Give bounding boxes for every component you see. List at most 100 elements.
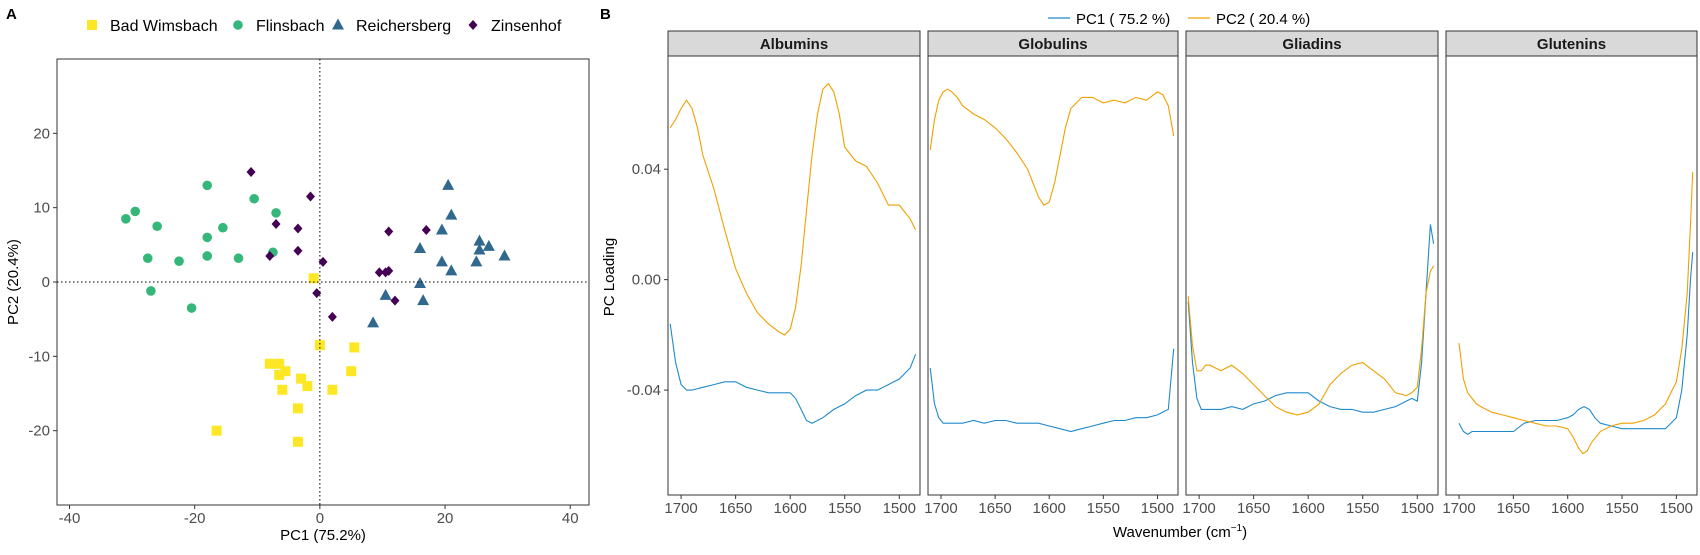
facet-strip-glutenins xyxy=(1445,30,1698,57)
facet-panel-globulins xyxy=(927,55,1179,496)
point-bad-wimsbach xyxy=(211,425,222,436)
line-pc2-albumins xyxy=(669,82,917,336)
point-flinsbach xyxy=(130,206,141,217)
x-tick-label: 1500 xyxy=(1660,500,1693,517)
point-bad-wimsbach xyxy=(308,273,319,284)
point-flinsbach xyxy=(233,253,244,264)
x-tick-label: 1500 xyxy=(1141,500,1174,517)
point-bad-wimsbach xyxy=(346,366,357,377)
loading-y-label: PC Loading xyxy=(601,238,618,316)
point-reichersberg xyxy=(435,223,448,235)
point-reichersberg xyxy=(445,208,458,220)
point-reichersberg xyxy=(482,239,495,251)
panel-a-letter: A xyxy=(6,6,17,23)
point-bad-wimsbach xyxy=(327,384,338,395)
point-zinsenhof xyxy=(327,311,337,322)
x-tick-label: 1600 xyxy=(1291,500,1324,517)
x-tick-label: 1600 xyxy=(773,500,806,517)
point-flinsbach xyxy=(142,253,153,264)
x-tick-label: 1700 xyxy=(924,500,957,517)
legend-marker-reichersberg xyxy=(332,18,344,30)
point-flinsbach xyxy=(146,286,156,296)
point-reichersberg xyxy=(379,288,392,300)
legend-marker-flinsbach xyxy=(233,20,243,30)
point-bad-wimsbach xyxy=(274,369,285,380)
x-tick-label: 1550 xyxy=(1605,500,1638,517)
point-zinsenhof xyxy=(293,245,303,256)
point-bad-wimsbach xyxy=(280,366,291,377)
y-tick-label: 0.04 xyxy=(632,161,661,178)
point-reichersberg xyxy=(473,234,486,246)
point-flinsbach xyxy=(271,208,281,218)
y-tick-label: 0 xyxy=(42,274,50,291)
loading-x-label-close: ) xyxy=(1242,524,1247,541)
x-tick-label: 1500 xyxy=(1401,500,1434,517)
facet-albumins: Albumins 1700 1650 1600 1550 1500 xyxy=(664,30,921,517)
line-pc2-glutenins xyxy=(1458,171,1694,455)
x-tick-label: 20 xyxy=(437,510,454,527)
legend-label-flinsbach: Flinsbach xyxy=(256,18,324,35)
point-zinsenhof xyxy=(421,224,431,235)
point-flinsbach xyxy=(121,214,131,224)
facet-title-glutenins: Glutenins xyxy=(1537,36,1606,53)
loading-x-label-exp: −1 xyxy=(1231,523,1243,534)
panel-b: B PC1 ( 75.2 %) PC2 ( 20.4 %) Albumins 170… xyxy=(600,6,1698,541)
point-flinsbach xyxy=(202,180,213,191)
y-tick-label: 10 xyxy=(33,200,50,217)
point-bad-wimsbach xyxy=(264,358,275,369)
point-zinsenhof xyxy=(265,250,275,261)
x-tick-label: 1650 xyxy=(978,500,1011,517)
x-tick-label: 1650 xyxy=(719,500,752,517)
x-tick-label: 1700 xyxy=(1182,500,1215,517)
scatter-y-label: PC2 (20.4%) xyxy=(5,239,22,325)
y-tick-label: 0.00 xyxy=(632,272,661,289)
point-zinsenhof xyxy=(305,191,315,202)
x-tick-label: 1650 xyxy=(1497,500,1530,517)
x-tick-label: 1600 xyxy=(1033,500,1066,517)
scatter-x-label: PC1 (75.2%) xyxy=(280,527,366,544)
point-reichersberg xyxy=(414,276,427,288)
point-zinsenhof xyxy=(246,166,256,177)
facet-gliadins: Gliadins 1700 1650 1600 1550 1500 xyxy=(1182,30,1439,517)
x-tick-label: 0 xyxy=(316,510,324,527)
point-flinsbach xyxy=(186,303,197,313)
point-bad-wimsbach xyxy=(274,358,285,369)
facet-panel-gliadins xyxy=(1185,55,1439,496)
loading-x-label: Wavenumber (cm−1) xyxy=(1113,523,1247,541)
point-zinsenhof xyxy=(384,226,394,237)
legend-b: PC1 ( 75.2 %) PC2 ( 20.4 %) xyxy=(1048,11,1310,28)
legend-marker-zinsenhof xyxy=(468,20,478,30)
point-reichersberg xyxy=(470,255,483,267)
facet-strip-albumins xyxy=(667,30,921,57)
panel-a: A Bad Wimsbach Flinsbach Reichersberg Zinse… xyxy=(5,6,590,544)
x-tick-label: 1550 xyxy=(1346,500,1379,517)
point-zinsenhof xyxy=(271,219,281,230)
line-pc2-globulins xyxy=(929,88,1175,206)
point-zinsenhof xyxy=(374,267,384,278)
point-flinsbach xyxy=(202,232,213,243)
point-zinsenhof xyxy=(384,265,394,276)
facet-panel-albumins xyxy=(667,55,921,496)
line-pc1-albumins xyxy=(669,323,917,424)
point-bad-wimsbach xyxy=(296,373,307,384)
facet-panel-glutenins xyxy=(1445,55,1698,496)
point-reichersberg xyxy=(498,249,511,261)
point-flinsbach xyxy=(218,222,228,233)
point-zinsenhof xyxy=(318,256,328,267)
point-zinsenhof xyxy=(293,223,303,234)
x-tick-label: 1700 xyxy=(664,500,697,517)
y-tick-label: -20 xyxy=(28,423,50,440)
point-bad-wimsbach xyxy=(292,436,303,447)
x-tick-label: -40 xyxy=(59,510,81,527)
point-reichersberg xyxy=(442,178,455,190)
point-reichersberg xyxy=(473,243,486,255)
facet-title-gliadins: Gliadins xyxy=(1282,36,1341,53)
legend-label-reichersberg: Reichersberg xyxy=(356,18,451,35)
point-flinsbach xyxy=(152,221,162,232)
facet-glutenins: Glutenins 1700 1650 1600 1550 1500 xyxy=(1442,30,1698,517)
scatter-axes: -40 -20 0 20 40 -20 -10 0 10 20 xyxy=(28,59,589,527)
point-flinsbach xyxy=(202,251,213,261)
loading-x-label-main: Wavenumber (cm xyxy=(1113,524,1231,541)
